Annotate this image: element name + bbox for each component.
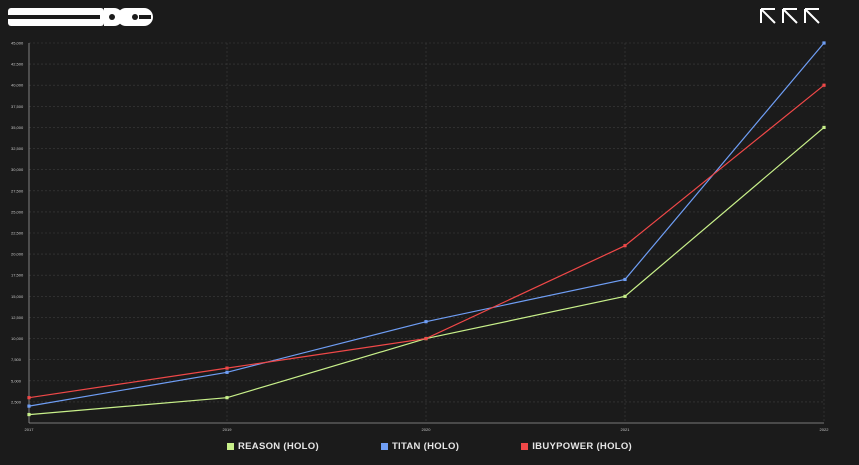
y-tick-label: 45,000 bbox=[11, 41, 24, 46]
y-tick-label: 20,000 bbox=[11, 252, 24, 257]
data-point-ibuypower bbox=[27, 396, 31, 400]
data-point-titan bbox=[424, 320, 428, 324]
data-point-ibuypower bbox=[424, 336, 428, 341]
data-point-reason bbox=[822, 125, 826, 130]
y-tick-label: 30,000 bbox=[11, 167, 24, 172]
y-tick-label: 7,500 bbox=[11, 357, 22, 362]
y-tick-label: 5,000 bbox=[11, 378, 22, 383]
legend-swatch-reason bbox=[226, 443, 234, 450]
y-tick-label: 12,500 bbox=[11, 315, 24, 320]
x-tick-label: 2020 bbox=[422, 427, 432, 432]
legend-item-titan: TITAN (HOLO) bbox=[380, 441, 460, 452]
y-tick-label: 25,000 bbox=[11, 209, 24, 214]
legend-item-ibuypower: IBUYPOWER (HOLO) bbox=[521, 441, 632, 452]
data-point-ibuypower bbox=[822, 83, 826, 87]
legend-swatch-titan bbox=[380, 443, 388, 450]
data-point-ibuypower bbox=[225, 366, 229, 370]
y-tick-label: 42,500 bbox=[11, 62, 24, 67]
series-line-ibuypower bbox=[28, 84, 825, 399]
y-tick-label: 15,000 bbox=[11, 294, 24, 299]
data-point-titan bbox=[225, 370, 229, 374]
data-point-reason bbox=[27, 412, 31, 417]
y-tick-label: 35,000 bbox=[11, 125, 24, 130]
brand-logo bbox=[8, 8, 153, 26]
data-point-titan bbox=[623, 277, 627, 282]
x-tick-label: 2022 bbox=[820, 427, 830, 432]
y-tick-label: 37,500 bbox=[11, 104, 24, 109]
legend-item-reason: REASON (HOLO) bbox=[226, 441, 319, 452]
brand-mark-icon bbox=[760, 8, 820, 24]
y-tick-label: 27,500 bbox=[11, 188, 24, 193]
x-tick-label: 2019 bbox=[223, 427, 233, 432]
y-tick-label: 17,500 bbox=[11, 273, 24, 278]
legend-label-ibuypower: IBUYPOWER (HOLO) bbox=[532, 441, 633, 452]
x-tick-label: 2017 bbox=[25, 427, 35, 432]
data-point-titan bbox=[27, 404, 31, 408]
x-tick-label: 2021 bbox=[621, 427, 631, 432]
y-tick-label: 22,500 bbox=[11, 231, 24, 236]
legend-label-titan: TITAN (HOLO) bbox=[391, 441, 460, 452]
legend-label-reason: REASON (HOLO) bbox=[237, 441, 319, 452]
y-tick-label: 10,000 bbox=[11, 336, 24, 341]
data-point-reason bbox=[623, 294, 627, 298]
data-point-ibuypower bbox=[623, 244, 627, 248]
series-line-titan bbox=[28, 42, 825, 407]
data-point-titan bbox=[822, 41, 826, 45]
chart-legend: REASON (HOLO) TITAN (HOLO) IBUYPOWER (HO… bbox=[0, 441, 859, 452]
series-line-reason bbox=[28, 126, 825, 416]
legend-swatch-ibuypower bbox=[521, 443, 529, 450]
y-tick-label: 2,500 bbox=[11, 399, 22, 404]
y-tick-label: 40,000 bbox=[11, 83, 24, 88]
y-tick-label: 32,500 bbox=[11, 146, 24, 151]
data-point-reason bbox=[225, 396, 229, 400]
